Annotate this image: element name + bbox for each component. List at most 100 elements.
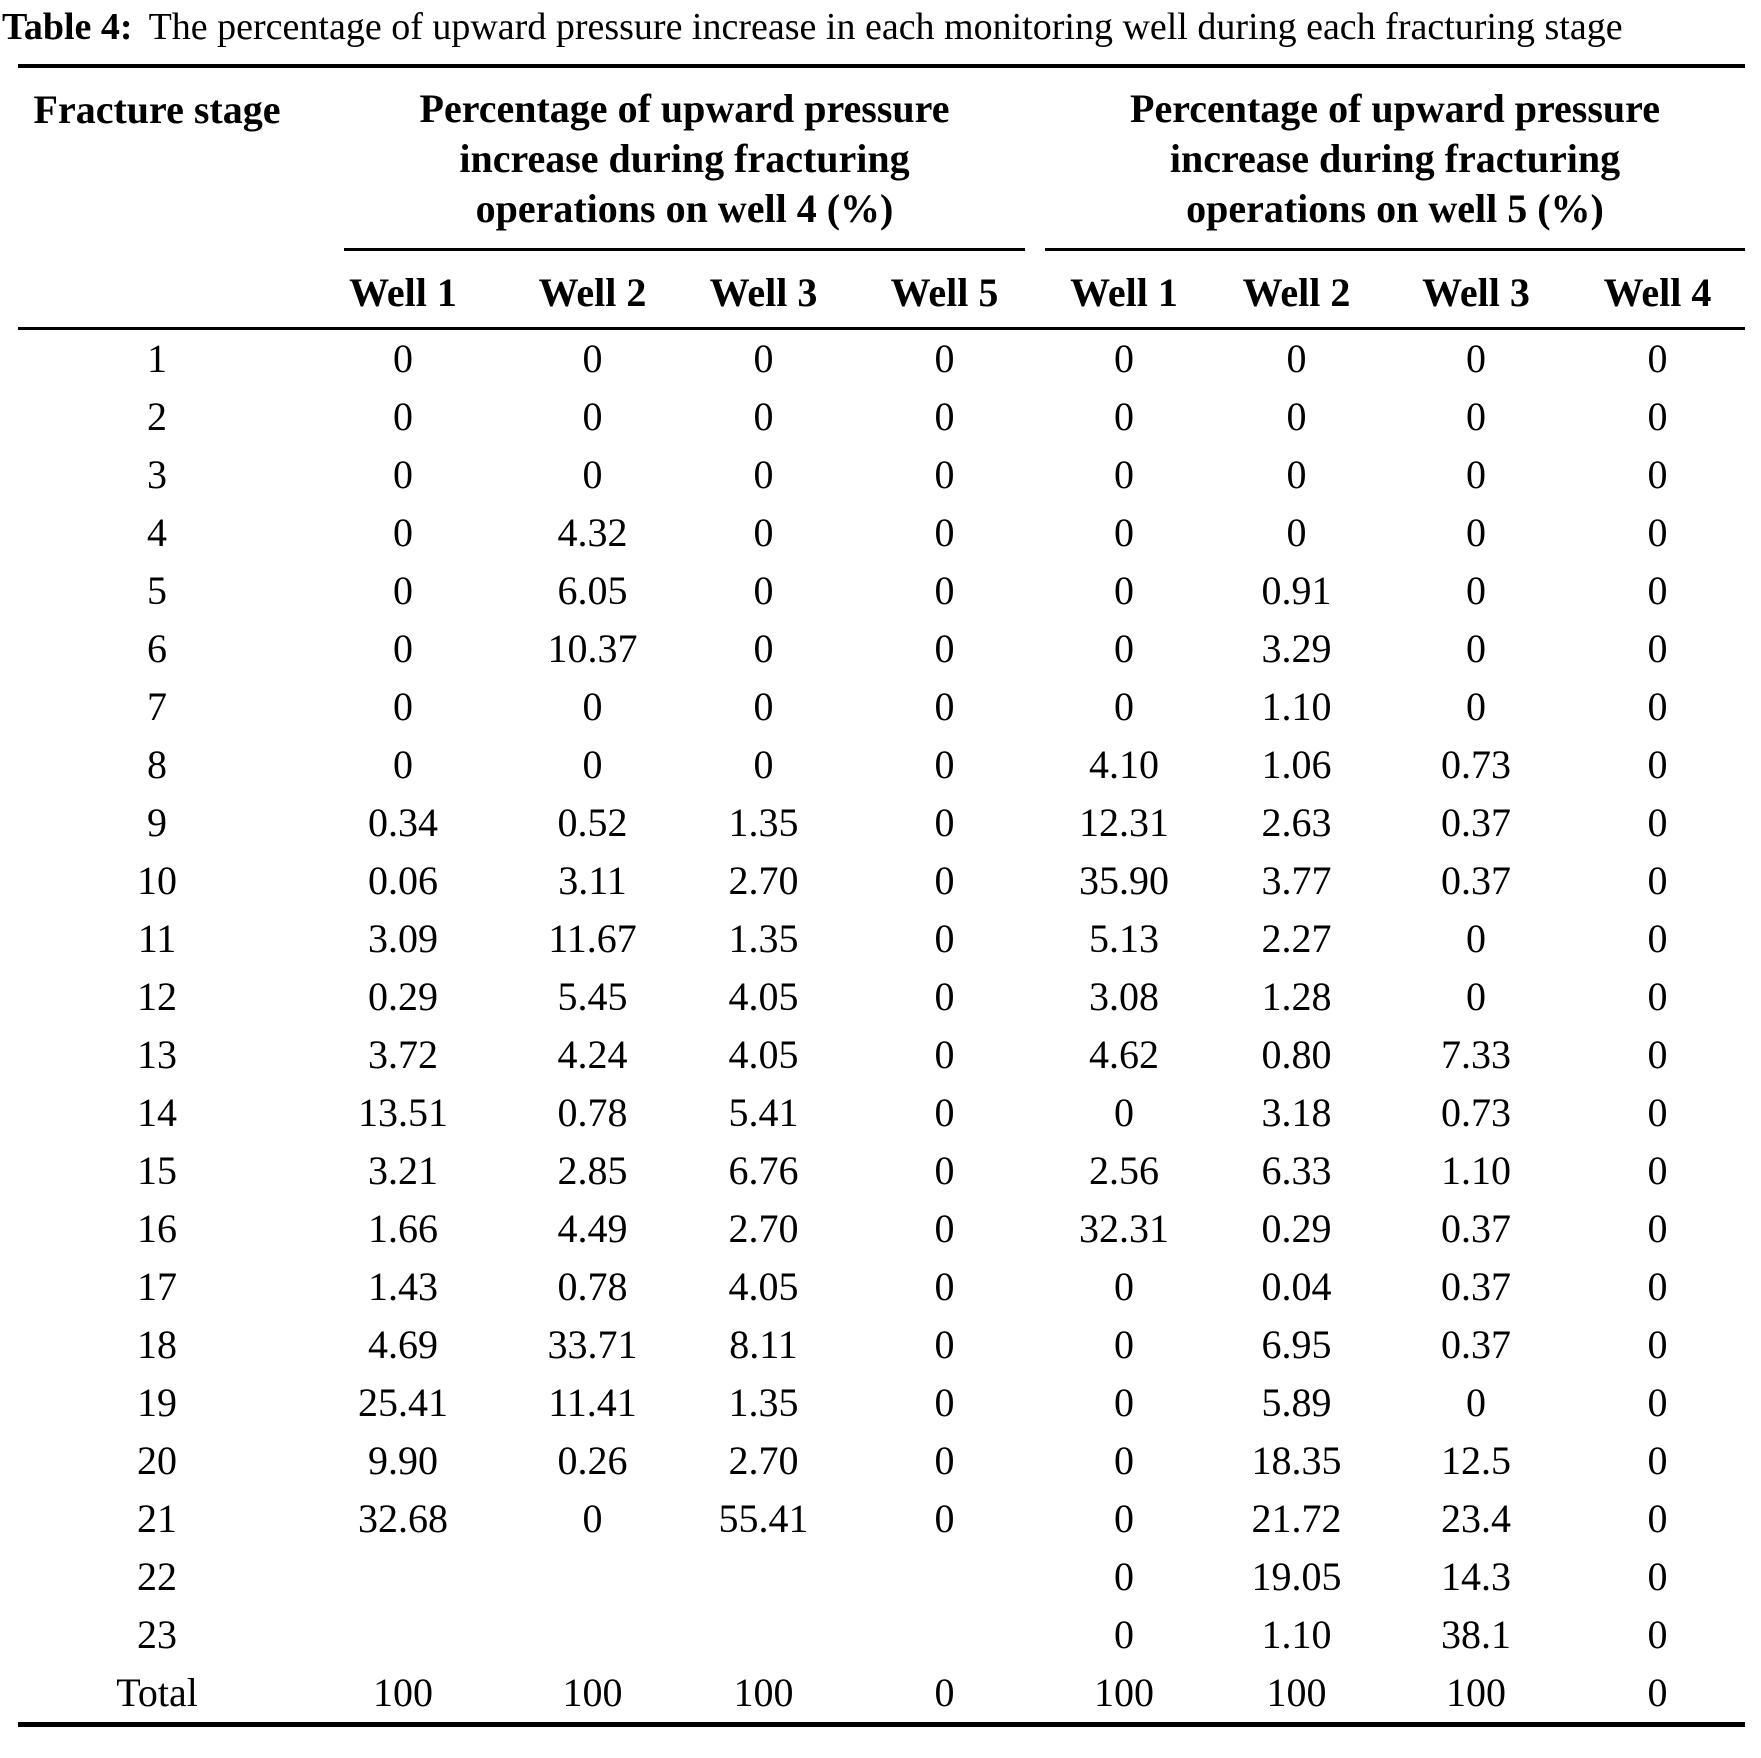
- value-cell: 0: [934, 1438, 955, 1483]
- value-cell: 4.10: [1089, 742, 1159, 787]
- value-cell: 3.21: [368, 1148, 438, 1193]
- table-row: 8 0 0 0 0 4.10 1.06 0.73 0: [18, 736, 1745, 794]
- value-cell: 0: [1466, 626, 1486, 671]
- value-cell: 0: [934, 336, 955, 381]
- table-row: 10 0.06 3.11 2.70 0 35.90 3.77 0.37 0: [18, 852, 1745, 910]
- value-cell: 0.37: [1441, 1264, 1511, 1309]
- value-cell: 0.29: [1261, 1206, 1332, 1251]
- value-cell: 0: [582, 336, 603, 381]
- table-row: 17 1.43 0.78 4.05 0 0 0.04 0.37 0: [18, 1258, 1745, 1316]
- value-cell: [510, 1606, 675, 1664]
- value-cell: 0.34: [368, 800, 438, 845]
- value-cell: 0: [1114, 510, 1134, 555]
- value-cell: 3.72: [368, 1032, 438, 1077]
- well-column-header-g2-well2: Well 2: [1211, 251, 1382, 330]
- value-cell: [852, 1606, 1037, 1664]
- value-cell: 0: [393, 394, 413, 439]
- value-cell: 35.90: [1079, 858, 1169, 903]
- value-cell: 0: [934, 974, 955, 1019]
- value-cell: 0.78: [557, 1264, 628, 1309]
- value-cell: 32.31: [1079, 1206, 1169, 1251]
- value-cell: 0: [1466, 684, 1486, 729]
- value-cell: 0: [1286, 452, 1307, 497]
- group-header-well4-rule: Percentage of upward pressure increase d…: [344, 68, 1025, 251]
- value-cell: 0.26: [557, 1438, 628, 1483]
- value-cell: 13.51: [358, 1090, 448, 1135]
- value-cell: 0: [1114, 1612, 1134, 1657]
- stage-cell: 13: [137, 1032, 177, 1077]
- value-cell: 0: [1286, 336, 1307, 381]
- table-row: 5 0 6.05 0 0 0 0.91 0 0: [18, 562, 1745, 620]
- value-cell: 23.4: [1441, 1496, 1511, 1541]
- value-cell: 0: [934, 626, 955, 671]
- stage-cell: 7: [147, 684, 167, 729]
- value-cell: 0: [1114, 452, 1134, 497]
- value-cell: 0: [934, 684, 955, 729]
- stage-cell: 3: [147, 452, 167, 497]
- pressure-increase-table: Fracture stage Percentage of upward pres…: [18, 64, 1745, 1727]
- well-column-header-g2-well4: Well 4: [1570, 251, 1745, 330]
- value-cell: 4.05: [728, 974, 799, 1019]
- value-cell: 5.45: [557, 974, 628, 1019]
- stage-cell: 8: [147, 742, 167, 787]
- stage-cell: 2: [147, 394, 167, 439]
- value-cell: 0: [934, 1148, 955, 1193]
- value-cell: 0: [1114, 1496, 1134, 1541]
- stage-cell: 1: [147, 336, 167, 381]
- value-cell: 3.18: [1261, 1090, 1332, 1135]
- value-cell: 1.35: [728, 1380, 799, 1425]
- value-cell: 100: [373, 1670, 433, 1715]
- stage-cell: 15: [137, 1148, 177, 1193]
- value-cell: 0: [1466, 510, 1486, 555]
- value-cell: 0: [753, 510, 774, 555]
- value-cell: 0: [934, 1264, 955, 1309]
- value-cell: 32.68: [358, 1496, 448, 1541]
- stage-cell: 10: [137, 858, 177, 903]
- value-cell: 12.31: [1079, 800, 1169, 845]
- value-cell: 0: [753, 452, 774, 497]
- value-cell: 0: [1114, 1554, 1134, 1599]
- stage-cell: 9: [147, 800, 167, 845]
- value-cell: 100: [1094, 1670, 1154, 1715]
- value-cell: 0: [753, 568, 774, 613]
- value-cell: 0: [934, 916, 955, 961]
- stage-cell: 14: [137, 1090, 177, 1135]
- value-cell: 0: [1647, 916, 1668, 961]
- value-cell: 6.76: [728, 1148, 799, 1193]
- value-cell: 0.91: [1261, 568, 1332, 613]
- value-cell: 0: [1647, 1438, 1668, 1483]
- table-row: 3 0 0 0 0 0 0 0 0: [18, 446, 1745, 504]
- value-cell: 6.05: [557, 568, 628, 613]
- value-cell: 4.05: [728, 1032, 799, 1077]
- value-cell: 0: [393, 568, 413, 613]
- value-cell: 0.29: [368, 974, 438, 1019]
- table-row: 16 1.66 4.49 2.70 0 32.31 0.29 0.37 0: [18, 1200, 1745, 1258]
- well-column-header-g2-well3: Well 3: [1382, 251, 1570, 330]
- stage-cell: 20: [137, 1438, 177, 1483]
- stage-cell: 11: [137, 916, 177, 961]
- value-cell: 0.04: [1261, 1264, 1332, 1309]
- value-cell: 1.06: [1261, 742, 1332, 787]
- value-cell: 0: [1466, 336, 1486, 381]
- table-row: 21 32.68 0 55.41 0 0 21.72 23.4 0: [18, 1490, 1745, 1548]
- stage-cell: Total: [116, 1670, 198, 1715]
- value-cell: 0: [582, 742, 603, 787]
- value-cell: 0: [1647, 1380, 1668, 1425]
- value-cell: 1.43: [368, 1264, 438, 1309]
- value-cell: 0: [934, 510, 955, 555]
- value-cell: 18.35: [1251, 1438, 1342, 1483]
- value-cell: 6.33: [1261, 1148, 1332, 1193]
- value-cell: 12.5: [1441, 1438, 1511, 1483]
- value-cell: 2.70: [728, 858, 799, 903]
- value-cell: 0: [753, 394, 774, 439]
- value-cell: [510, 1548, 675, 1606]
- value-cell: 25.41: [358, 1380, 448, 1425]
- value-cell: 0: [1114, 1322, 1134, 1367]
- value-cell: 0: [1647, 1612, 1668, 1657]
- value-cell: 0: [753, 684, 774, 729]
- value-cell: 0: [582, 452, 603, 497]
- stage-cell: 19: [137, 1380, 177, 1425]
- value-cell: 4.05: [728, 1264, 799, 1309]
- value-cell: [675, 1548, 852, 1606]
- table-caption-label: Table 4:: [2, 6, 133, 48]
